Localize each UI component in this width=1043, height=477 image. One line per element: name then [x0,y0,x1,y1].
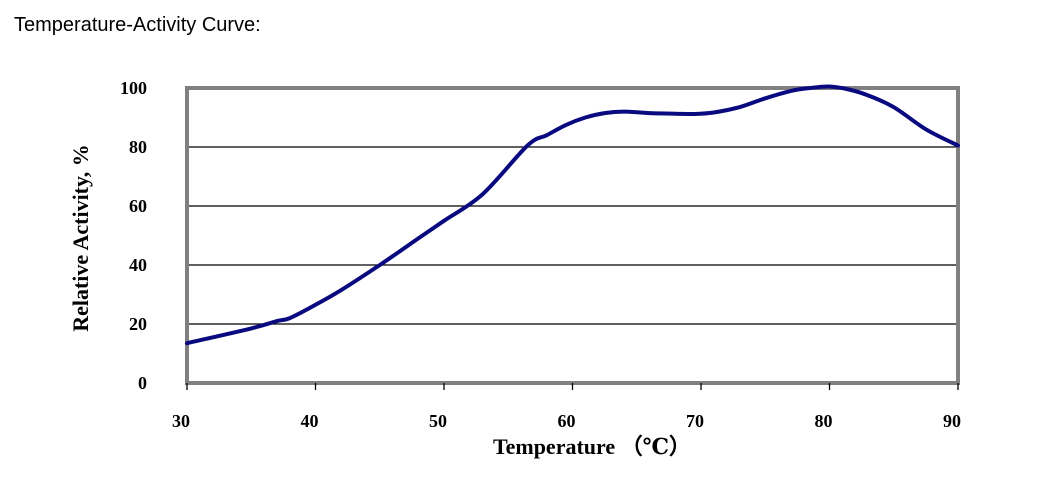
gridlines [187,146,958,325]
y-tick-label: 20 [129,314,147,334]
x-axis-title: Temperature （℃） [493,434,691,459]
x-tick-label: 50 [429,411,447,431]
x-tick-label: 60 [558,411,576,431]
y-tick-label: 60 [129,196,147,216]
series-line [185,84,960,346]
plot-frame [185,86,960,385]
y-axis-title: Relative Activity, % [68,144,93,332]
x-tick-label: 30 [172,411,190,431]
y-tick-label: 80 [129,137,147,157]
x-axis-ticks [186,383,959,390]
x-tick-label: 40 [301,411,319,431]
y-axis-tick-labels: 0 20 40 60 80 100 [120,78,147,393]
y-tick-label: 0 [138,373,147,393]
y-tick-label: 40 [129,255,147,275]
x-tick-label: 70 [686,411,704,431]
x-tick-label: 90 [943,411,961,431]
x-axis-tick-labels: 30 40 50 60 70 80 90 [172,411,961,431]
document-heading: Temperature-Activity Curve: [14,14,261,36]
x-tick-label: 80 [815,411,833,431]
y-tick-label: 100 [120,78,147,98]
